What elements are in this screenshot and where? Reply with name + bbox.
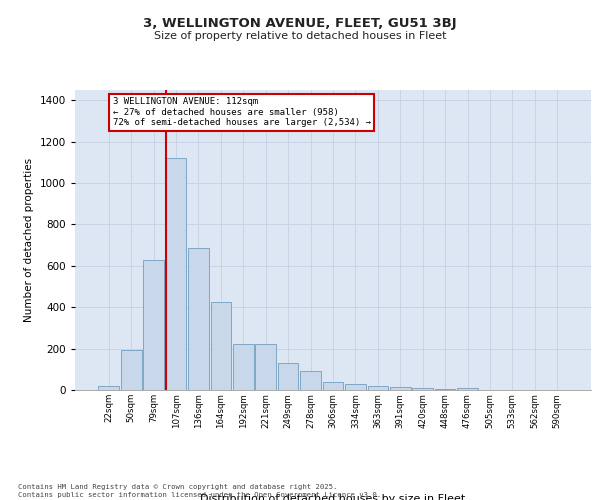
Bar xyxy=(323,382,343,390)
Bar xyxy=(188,248,209,390)
Bar xyxy=(98,386,119,390)
Text: 3 WELLINGTON AVENUE: 112sqm
← 27% of detached houses are smaller (958)
72% of se: 3 WELLINGTON AVENUE: 112sqm ← 27% of det… xyxy=(113,97,371,127)
Y-axis label: Number of detached properties: Number of detached properties xyxy=(24,158,34,322)
Bar xyxy=(300,372,321,390)
Bar xyxy=(211,302,231,390)
Bar xyxy=(256,344,276,390)
Bar xyxy=(121,350,142,390)
Bar xyxy=(435,389,455,390)
Bar xyxy=(166,158,187,390)
X-axis label: Distribution of detached houses by size in Fleet: Distribution of detached houses by size … xyxy=(200,494,466,500)
Text: Contains HM Land Registry data © Crown copyright and database right 2025.
Contai: Contains HM Land Registry data © Crown c… xyxy=(18,484,381,498)
Text: Size of property relative to detached houses in Fleet: Size of property relative to detached ho… xyxy=(154,31,446,41)
Bar xyxy=(345,384,366,390)
Bar xyxy=(412,388,433,390)
Bar xyxy=(143,260,164,390)
Bar xyxy=(390,387,410,390)
Text: 3, WELLINGTON AVENUE, FLEET, GU51 3BJ: 3, WELLINGTON AVENUE, FLEET, GU51 3BJ xyxy=(143,18,457,30)
Bar xyxy=(457,388,478,390)
Bar xyxy=(278,363,298,390)
Bar xyxy=(368,386,388,390)
Bar xyxy=(233,344,254,390)
